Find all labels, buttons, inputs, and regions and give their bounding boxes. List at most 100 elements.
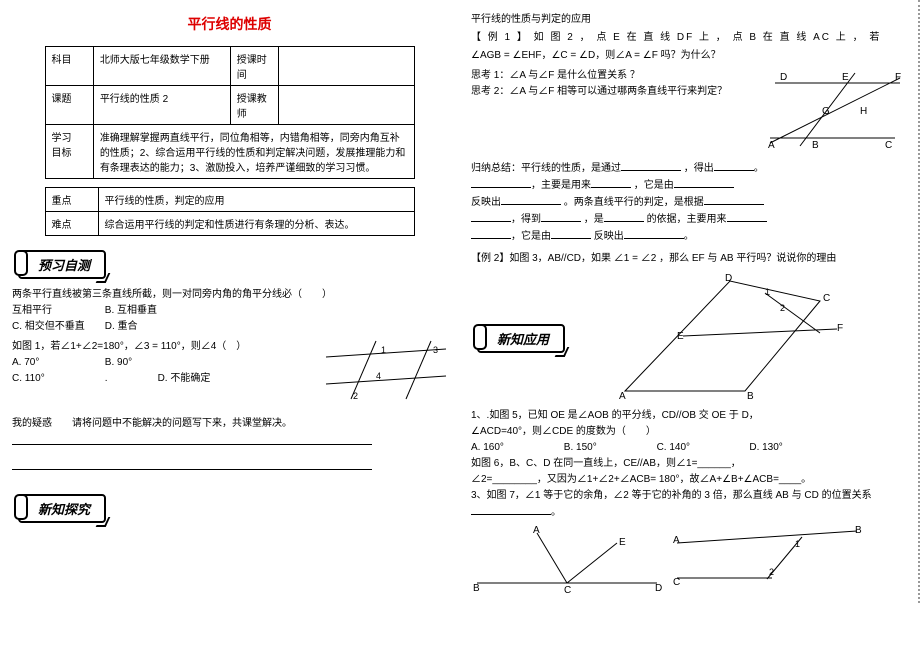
t: 归纳总结：平行线的性质，是通过 — [471, 163, 621, 174]
section-box: 新知探究 — [18, 494, 106, 523]
t: ∠2=________，又因为∠1+∠2+∠ACB= 180°，故∠A+∠B+∠… — [471, 472, 906, 488]
lbl: C — [823, 293, 830, 304]
opt: 互相平行 — [12, 303, 102, 319]
opt: B. 90° — [105, 355, 195, 371]
info-table: 科目 北师大版七年级数学下册 授课时间 课题 平行线的性质 2 授课教师 学习 … — [45, 46, 415, 179]
t: ，是 — [584, 214, 604, 225]
lbl: B — [473, 583, 480, 593]
cell: 授课时间 — [230, 47, 278, 86]
lbl: 2 — [769, 567, 774, 577]
t: 。两条直线平行的判定，是根据 — [564, 197, 704, 208]
table-row: 学习 目标 准确理解掌握两直线平行，同位角相等，内错角相等，同旁内角互补的性质；… — [45, 125, 414, 179]
left-column: 平行线的性质 科目 北师大版七年级数学下册 授课时间 课题 平行线的性质 2 授… — [0, 0, 459, 603]
t: ，得到 — [511, 214, 541, 225]
lbl: H — [860, 106, 867, 117]
table-row: 科目 北师大版七年级数学下册 授课时间 — [45, 47, 414, 86]
right-column: 平行线的性质与判定的应用 【 例 1 】 如 图 2 ， 点 E 在 直 线 D… — [459, 0, 920, 603]
page-title: 平行线的性质 — [8, 14, 451, 34]
lbl: D — [780, 72, 787, 83]
lbl: F — [837, 323, 843, 334]
t: 如图 6，B、C、D 在同一直线上，CE//AB，则∠1=______， — [471, 456, 906, 472]
think2: 思考 2：∠A 与∠F 相等可以通过哪两条直线平行来判定？ — [471, 84, 756, 100]
opt: B. 互相垂直 — [105, 303, 195, 319]
ex1-head: 【 例 1 】 如 图 2 ， 点 E 在 直 线 DF 上 ， 点 B 在 直… — [471, 30, 906, 46]
q-options: C. 110° . D. 不能确定 — [12, 371, 317, 387]
cell: 平行线的性质 2 — [93, 86, 230, 125]
blank-line — [12, 434, 447, 451]
opt: C. 110° — [12, 371, 102, 387]
table-row: 难点 综合运用平行线的判定和性质进行有条理的分析、表达。 — [45, 212, 414, 236]
q-options: 互相平行 B. 互相垂直 — [12, 303, 447, 319]
lbl: A — [768, 140, 775, 151]
lbl: E — [619, 537, 626, 548]
page-root: 平行线的性质 科目 北师大版七年级数学下册 授课时间 课题 平行线的性质 2 授… — [0, 0, 920, 603]
bottom-figures: A E B C D A 1 B C 2 — [467, 523, 910, 593]
ex1-eq: ∠AGB = ∠EHF，∠C = ∠D，则∠A = ∠F 吗？为什么？ — [471, 48, 906, 64]
table-row: 课题 平行线的性质 2 授课教师 — [45, 86, 414, 125]
lbl: E — [677, 331, 684, 342]
lbl: B — [812, 140, 819, 151]
t: ，它是由 — [634, 180, 674, 191]
cell: 综合运用平行线的判定和性质进行有条理的分析、表达。 — [98, 212, 414, 236]
lbl: D — [655, 583, 662, 593]
t: 反映出 — [594, 231, 624, 242]
t: 反映出 — [471, 197, 501, 208]
t: 1、.如图 5，已知 OE 是∠AOB 的平分线，CD//OB 交 OE 于 D… — [471, 408, 906, 424]
opt: A. 160° — [471, 440, 561, 456]
t: ∠ACD=40°，则∠CDE 的度数为（ ） — [471, 424, 906, 440]
figure-5: A 1 B C 2 — [667, 523, 867, 593]
right-header: 平行线的性质与判定的应用 — [471, 12, 906, 28]
t: ，主要是用来 — [531, 180, 591, 191]
figure-1: 1 3 4 2 — [321, 339, 451, 412]
lbl: E — [842, 72, 849, 83]
lbl: 3 — [433, 345, 438, 355]
section-box: 预习自测 — [18, 250, 106, 279]
lbl: G — [822, 106, 830, 117]
lbl: A — [533, 525, 540, 536]
figure-3: D C 1 2 E F A B — [615, 271, 845, 404]
opt: D. 130° — [749, 440, 839, 456]
summary: 归纳总结：平行线的性质，是通过 ，得出。 ，主要是用来 ，它是由 反映出 。两条… — [471, 160, 906, 245]
ex2: 【例 2】如图 3，AB//CD，如果 ∠1 = ∠2 ，那么 EF 与 AB … — [471, 251, 906, 267]
think-block: 思考 1：∠A 与∠F 是什么位置关系 ？ 思考 2：∠A 与∠F 相等可以通过… — [471, 68, 756, 156]
lbl: 1 — [765, 287, 770, 297]
lbl: B — [855, 525, 862, 536]
lbl: 4 — [376, 371, 381, 381]
opt: A. 70° — [12, 355, 102, 371]
q-options: C. 相交但不垂直 D. 重合 — [12, 319, 447, 335]
lbl: F — [895, 72, 901, 83]
figure-2: D E F G H A B C — [760, 68, 910, 156]
cell: 难点 — [45, 212, 98, 236]
section-box: 新知应用 — [477, 324, 565, 353]
lbl: D — [725, 273, 732, 284]
table-row: 重点 平行线的性质，判定的应用 — [45, 188, 414, 212]
t: 的依据，主要用来 — [647, 214, 727, 225]
q-options: A. 70° B. 90° — [12, 355, 317, 371]
opt: B. 150° — [564, 440, 654, 456]
cell: 科目 — [45, 47, 93, 86]
cell: 重点 — [45, 188, 98, 212]
question-1: 两条平行直线被第三条直线所截，则一对同旁内角的角平分线必（ ） 互相平行 B. … — [12, 287, 447, 335]
cell: 平行线的性质，判定的应用 — [98, 188, 414, 212]
opt: C. 140° — [657, 440, 747, 456]
p1: 1、.如图 5，已知 OE 是∠AOB 的平分线，CD//OB 交 OE 于 D… — [471, 408, 906, 521]
cell: 准确理解掌握两直线平行，同位角相等，内错角相等，同旁内角互补的性质；2、综合运用… — [93, 125, 414, 179]
lbl: C — [885, 140, 892, 151]
t: ，得出 — [684, 163, 714, 174]
lbl: 1 — [795, 539, 800, 549]
opt: C. 相交但不垂直 — [12, 319, 102, 335]
lbl: 2 — [353, 391, 358, 401]
lbl: B — [747, 391, 754, 401]
cell: 授课教师 — [230, 86, 278, 125]
t: ，它是由 — [511, 231, 551, 242]
q-text: 两条平行直线被第三条直线所截，则一对同旁内角的角平分线必（ ） — [12, 287, 447, 303]
t: 3、如图 7，∠1 等于它的余角，∠2 等于它的补角的 3 倍，那么直线 AB … — [471, 488, 906, 504]
lbl: 1 — [381, 345, 386, 355]
blank-line — [12, 459, 447, 476]
doubt-line: 我的疑惑 请将问题中不能解决的问题写下来，共课堂解决。 — [12, 416, 447, 432]
lbl: A — [619, 391, 626, 401]
cell: 学习 目标 — [45, 125, 93, 179]
opt: D. 重合 — [105, 319, 195, 335]
q-text: 如图 1，若∠1+∠2=180°，∠3 = 110°，则∠4（ ） — [12, 339, 317, 355]
lbl: A — [673, 535, 680, 546]
